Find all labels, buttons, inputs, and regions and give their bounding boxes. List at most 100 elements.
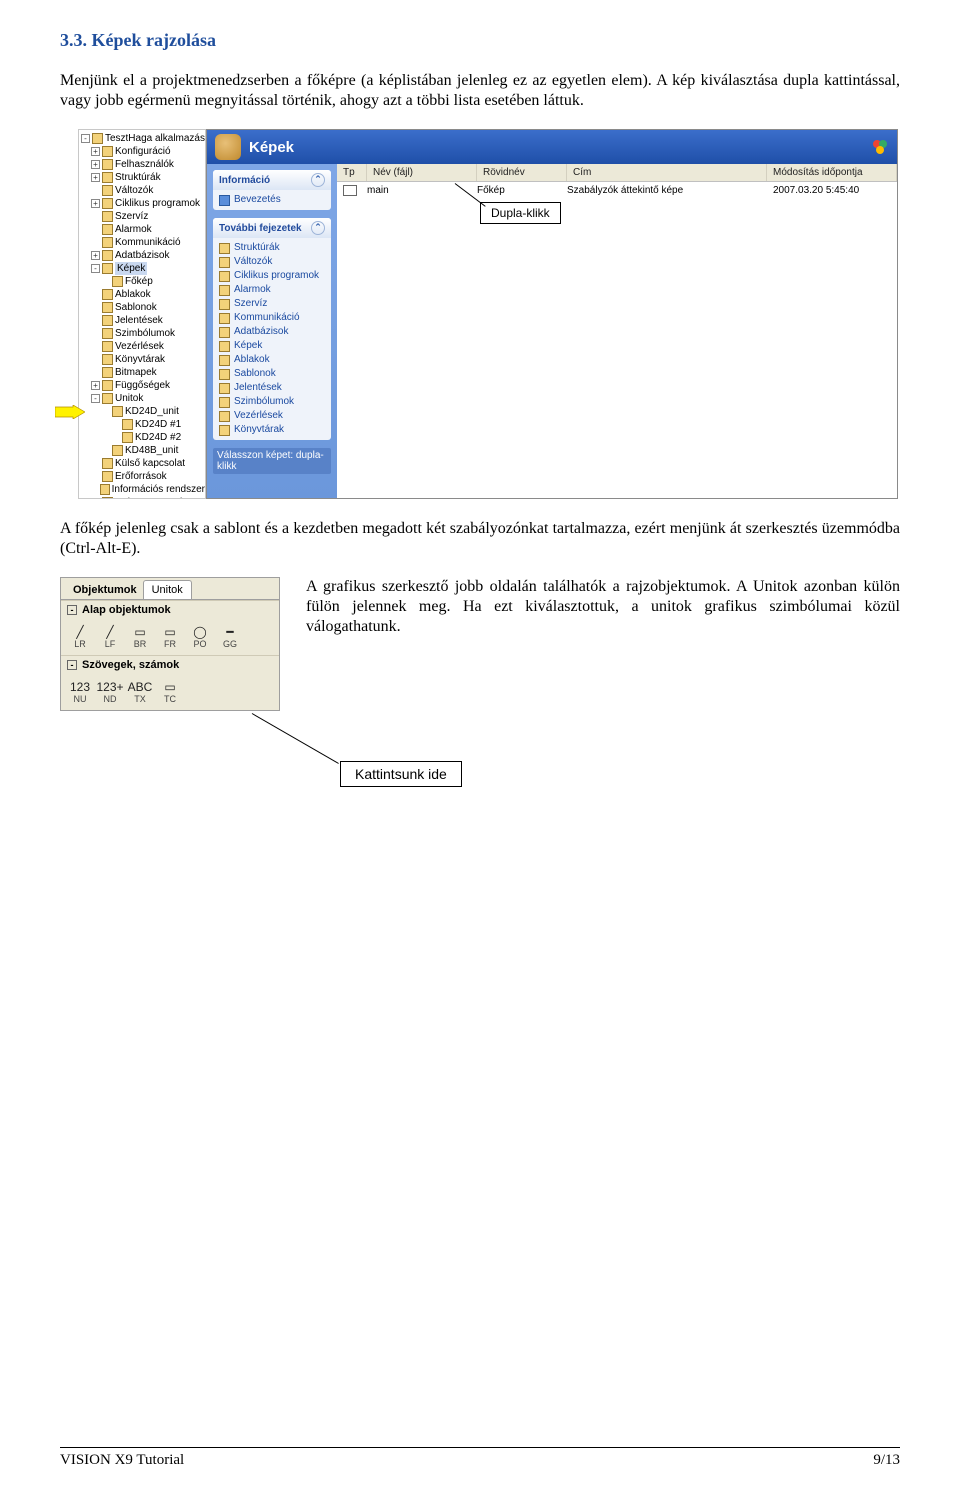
- collapse-box-icon[interactable]: -: [67, 660, 77, 670]
- col-mod[interactable]: Módosítás időpontja: [767, 164, 897, 181]
- table-row[interactable]: main Főkép Szabályzók áttekintő képe 200…: [337, 182, 897, 199]
- tool-tc[interactable]: ▭TC: [159, 680, 181, 704]
- screenshot-kepek: -TesztHaga alkalmazás+Konfiguráció+Felha…: [60, 129, 900, 499]
- side-link[interactable]: Struktúrák: [219, 241, 325, 255]
- side-link[interactable]: Szimbólumok: [219, 395, 325, 409]
- tree-item-label: Függőségek: [115, 379, 170, 392]
- folder-icon: [102, 198, 113, 209]
- tree-expander-icon[interactable]: -: [91, 394, 100, 403]
- tree-item-label: Főkép: [125, 275, 153, 288]
- tree-expander-icon[interactable]: +: [91, 160, 100, 169]
- tree-item[interactable]: + Függőségek: [81, 379, 205, 392]
- section-alap[interactable]: - Alap objektumok: [61, 600, 279, 619]
- cell-rovid: Főkép: [471, 182, 561, 199]
- tree-expander-icon[interactable]: +: [91, 147, 100, 156]
- tool-fr[interactable]: ▭FR: [159, 625, 181, 649]
- tree-item-label: Szervíz: [115, 210, 148, 223]
- tree-item[interactable]: +Konfiguráció: [81, 145, 205, 158]
- tree-item[interactable]: Főkép: [81, 275, 205, 288]
- row-checkbox[interactable]: [343, 185, 357, 196]
- tool-nu[interactable]: 123NU: [69, 680, 91, 704]
- tool-lr[interactable]: ╱LR: [69, 625, 91, 649]
- tree-item-label: Képek: [115, 262, 147, 275]
- collapse-icon[interactable]: ⌃: [311, 221, 325, 235]
- side-link[interactable]: Könyvtárak: [219, 423, 325, 437]
- tree-expander-icon[interactable]: +: [91, 199, 100, 208]
- side-link[interactable]: Jelentések: [219, 381, 325, 395]
- tree-item[interactable]: KD24D_unit: [81, 405, 205, 418]
- tree-item[interactable]: -Unitok: [81, 392, 205, 405]
- tool-glyph-icon: ABC: [129, 680, 151, 694]
- side-link[interactable]: Vezérlések: [219, 409, 325, 423]
- tool-nd[interactable]: 123+ND: [99, 680, 121, 704]
- tree-expander-icon[interactable]: +: [91, 173, 100, 182]
- tree-item[interactable]: +Felhasználók: [81, 158, 205, 171]
- side-link[interactable]: Képek: [219, 339, 325, 353]
- project-tree[interactable]: -TesztHaga alkalmazás+Konfiguráció+Felha…: [78, 129, 206, 499]
- tool-lf[interactable]: ╱LF: [99, 625, 121, 649]
- tree-item[interactable]: -TesztHaga alkalmazás: [81, 132, 205, 145]
- tree-item[interactable]: Kommunikáció: [81, 236, 205, 249]
- tree-item[interactable]: Alarmok: [81, 223, 205, 236]
- item-icon: [219, 369, 230, 380]
- tree-expander-icon[interactable]: +: [91, 381, 100, 390]
- tree-item[interactable]: Külső kapcsolat: [81, 457, 205, 470]
- tree-item[interactable]: Bitmapek: [81, 366, 205, 379]
- tree-item[interactable]: Szervíz: [81, 210, 205, 223]
- tree-expander-icon[interactable]: -: [81, 134, 90, 143]
- tree-item[interactable]: Változók: [81, 184, 205, 197]
- info-row[interactable]: Bevezetés: [219, 193, 325, 207]
- tree-item[interactable]: KD24D #1: [81, 418, 205, 431]
- tree-item[interactable]: Dokumentumok: [81, 496, 205, 499]
- task-sidebar: Információ ⌃ Bevezetés További fejezetek…: [207, 164, 337, 498]
- side-link[interactable]: Adatbázisok: [219, 325, 325, 339]
- item-icon: [219, 341, 230, 352]
- tree-item[interactable]: Sablonok: [81, 301, 205, 314]
- tool-br[interactable]: ▭BR: [129, 625, 151, 649]
- section-szovegek[interactable]: - Szövegek, számok: [61, 655, 279, 674]
- section-alap-label: Alap objektumok: [82, 604, 171, 616]
- side-link[interactable]: Változók: [219, 255, 325, 269]
- col-nev[interactable]: Név (fájl): [367, 164, 477, 181]
- tree-item[interactable]: KD24D #2: [81, 431, 205, 444]
- col-rovid[interactable]: Rövidnév: [477, 164, 567, 181]
- tree-item[interactable]: Vezérlések: [81, 340, 205, 353]
- tool-gg[interactable]: ━GG: [219, 625, 241, 649]
- side-link[interactable]: Ablakok: [219, 353, 325, 367]
- side-link[interactable]: Kommunikáció: [219, 311, 325, 325]
- tool-po[interactable]: ◯PO: [189, 625, 211, 649]
- side-link[interactable]: Ciklikus programok: [219, 269, 325, 283]
- tab-objektumok[interactable]: Objektumok: [67, 580, 143, 599]
- folder-icon: [102, 354, 113, 365]
- tool-tx[interactable]: ABCTX: [129, 680, 151, 704]
- tree-item[interactable]: Erőforrások: [81, 470, 205, 483]
- tree-item[interactable]: KD48B_unit: [81, 444, 205, 457]
- item-icon: [219, 299, 230, 310]
- help-icon: [219, 195, 230, 206]
- side-link[interactable]: Sablonok: [219, 367, 325, 381]
- tree-item[interactable]: +Ciklikus programok: [81, 197, 205, 210]
- collapse-icon[interactable]: ⌃: [311, 173, 325, 187]
- folder-icon: [100, 484, 109, 495]
- tree-item[interactable]: - Képek: [81, 262, 205, 275]
- folder-icon: [102, 393, 113, 404]
- tree-item[interactable]: Ablakok: [81, 288, 205, 301]
- tree-expander-icon[interactable]: +: [91, 251, 100, 260]
- tab-unitok[interactable]: Unitok: [143, 580, 192, 599]
- callout-leader-line-2: [252, 713, 339, 764]
- tree-item[interactable]: Szimbólumok: [81, 327, 205, 340]
- footer-right: 9/13: [873, 1452, 900, 1469]
- tree-item[interactable]: Jelentések: [81, 314, 205, 327]
- side-link-label: Alarmok: [234, 283, 271, 297]
- collapse-box-icon[interactable]: -: [67, 605, 77, 615]
- tree-expander-icon[interactable]: -: [91, 264, 100, 273]
- side-link[interactable]: Szervíz: [219, 297, 325, 311]
- col-cim[interactable]: Cím: [567, 164, 767, 181]
- tree-item[interactable]: +Struktúrák: [81, 171, 205, 184]
- tree-item[interactable]: +Adatbázisok: [81, 249, 205, 262]
- side-link[interactable]: Alarmok: [219, 283, 325, 297]
- tree-item[interactable]: Információs rendszer: [81, 483, 205, 496]
- side-link-label: Adatbázisok: [234, 325, 288, 339]
- col-tp[interactable]: Tp: [337, 164, 367, 181]
- tree-item[interactable]: Könyvtárak: [81, 353, 205, 366]
